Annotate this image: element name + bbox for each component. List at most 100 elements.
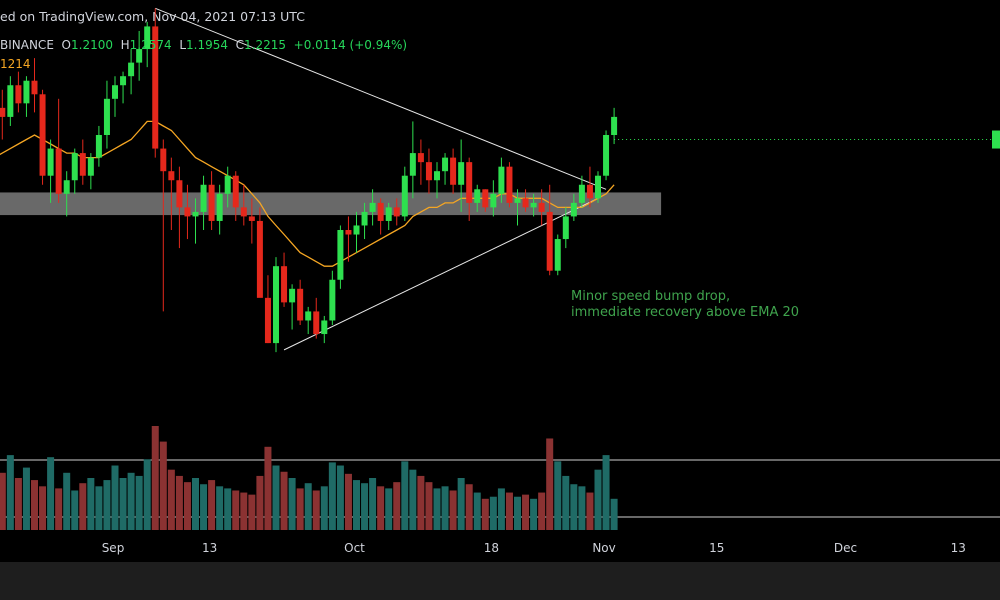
candle — [498, 157, 505, 203]
volume-bar — [296, 488, 304, 530]
volume-bar — [578, 486, 586, 530]
volume-bar — [538, 492, 546, 530]
candle — [264, 275, 271, 344]
volume-bar — [481, 498, 489, 530]
open-label: O — [61, 38, 71, 52]
candle-body — [498, 166, 505, 194]
candle — [530, 193, 537, 217]
candle — [361, 202, 368, 240]
candle-body — [55, 148, 62, 194]
volume-bar — [594, 469, 602, 530]
low-value: 1.1954 — [186, 38, 228, 52]
open-value: 1.2100 — [71, 38, 113, 52]
candle-body — [281, 266, 288, 303]
volume-bar — [344, 473, 352, 530]
candle — [152, 8, 159, 158]
volume-bar — [95, 486, 103, 530]
volume-bar — [143, 459, 151, 530]
candle — [297, 279, 304, 325]
chart-header: ed on TradingView.com, Nov 04, 2021 07:1… — [0, 0, 1000, 32]
candle-body — [144, 26, 151, 50]
candle — [466, 157, 473, 221]
volume-bar — [208, 480, 216, 530]
volume-bar — [393, 482, 401, 530]
candle-body — [15, 85, 22, 104]
candle-body — [611, 116, 618, 135]
candle — [248, 198, 255, 244]
candle — [224, 166, 231, 208]
volume-bar — [505, 492, 513, 530]
volume-bar — [409, 469, 417, 530]
volume-bar — [369, 478, 377, 530]
volume-bar — [55, 488, 63, 530]
close-value: 1.2215 — [244, 38, 287, 52]
volume-bar — [457, 478, 465, 530]
volume-bar — [417, 475, 425, 530]
candle-body — [595, 175, 601, 199]
candle — [273, 257, 279, 353]
volume-bar — [111, 465, 119, 530]
candle-body — [216, 193, 223, 221]
candle — [337, 225, 344, 289]
candle-body — [530, 202, 537, 208]
candle — [570, 193, 577, 221]
candle-body — [313, 311, 320, 335]
candle-body — [192, 211, 199, 217]
volume-bar — [224, 488, 232, 530]
candle — [514, 189, 521, 226]
candle — [442, 153, 449, 185]
x-tick-label: Dec — [834, 541, 857, 555]
volume-bar — [304, 483, 312, 530]
candle — [184, 184, 191, 240]
candle — [490, 180, 497, 217]
candle — [208, 171, 215, 230]
candle-body — [482, 189, 489, 208]
candle — [216, 184, 223, 235]
volume-bar — [288, 478, 296, 530]
volume-bar — [159, 441, 167, 530]
volume-bar — [353, 480, 360, 530]
volume-bar — [22, 467, 30, 530]
ohlc-legend: BINANCE O1.2100 H1.2574 L1.1954 C1.2215 … — [0, 38, 407, 52]
candle — [417, 139, 424, 185]
candle-body — [120, 76, 127, 86]
candle-body — [442, 157, 449, 172]
candle-body — [538, 202, 545, 212]
candle — [401, 166, 408, 221]
candle-body — [23, 80, 30, 104]
candle — [458, 139, 465, 212]
volume-bar — [489, 496, 497, 530]
candle — [128, 49, 135, 95]
candle-body — [377, 202, 384, 221]
candle-body — [128, 62, 135, 77]
x-tick-label: 13 — [202, 541, 217, 555]
candle — [289, 284, 296, 330]
volume-bar — [192, 478, 199, 530]
volume-bar — [586, 492, 594, 530]
volume-bar — [514, 496, 521, 530]
volume-bar — [401, 461, 409, 530]
volume-bar — [602, 455, 610, 530]
volume-bar — [47, 457, 55, 530]
candle — [168, 157, 175, 230]
high-label: H — [120, 38, 130, 52]
candle-body — [248, 216, 255, 221]
candle-body — [103, 98, 110, 135]
candle — [7, 76, 14, 126]
candle — [562, 207, 569, 249]
volume-bar — [320, 486, 328, 530]
candle-body — [401, 175, 408, 217]
candle — [586, 166, 593, 208]
x-tick-label: 18 — [484, 541, 499, 555]
candle — [385, 202, 392, 230]
candle-body — [369, 202, 376, 212]
candle — [345, 216, 352, 262]
candle — [200, 175, 207, 230]
candle-body — [603, 135, 610, 176]
volume-bar — [312, 490, 320, 530]
candle — [281, 252, 288, 307]
candle-body — [562, 216, 569, 240]
volume-bar — [530, 498, 538, 530]
volume-bar — [425, 482, 433, 530]
